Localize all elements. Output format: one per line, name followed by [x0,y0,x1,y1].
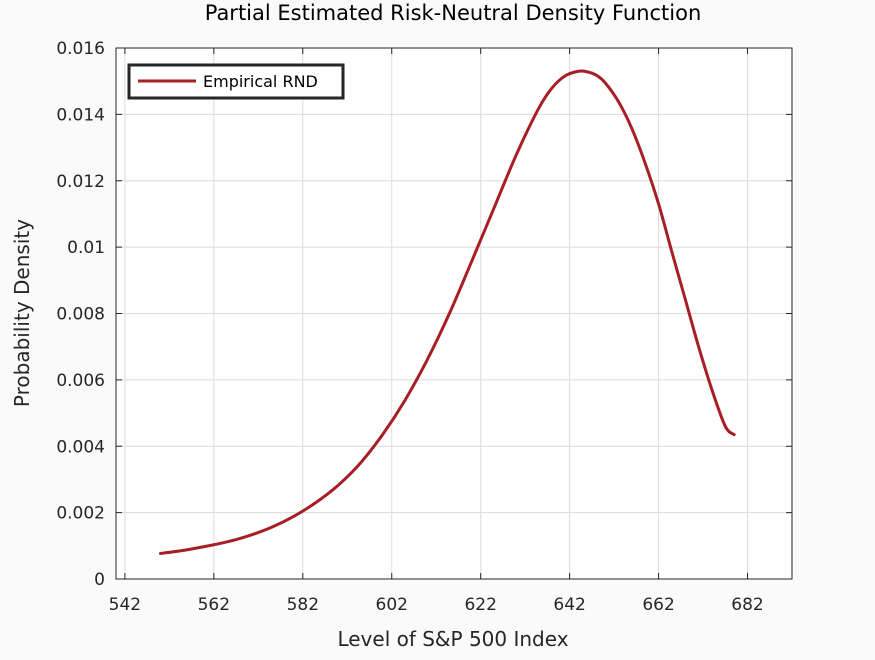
y-tick-label: 0 [94,570,105,590]
x-tick-label: 622 [464,595,496,615]
y-tick-label: 0.008 [56,305,105,325]
x-axis-label: Level of S&P 500 Index [337,627,568,651]
y-tick-label: 0.012 [56,172,105,192]
y-tick-label: 0.004 [56,437,105,457]
x-tick-label: 562 [198,595,230,615]
x-tick-label: 642 [553,595,585,615]
x-tick-labels: 542 562 582 602 622 642 662 682 [109,595,764,615]
series-line-empirical-rnd [158,69,736,555]
y-tick-label: 0.006 [56,371,105,391]
x-tick-label: 662 [642,595,674,615]
y-tick-label: 0.01 [67,238,105,258]
y-tick-label: 0.016 [56,39,105,59]
x-tick-label: 582 [287,595,319,615]
y-tick-labels: 0 0.002 0.004 0.006 0.008 0.01 0.012 0.014 0.016 [56,39,105,590]
x-tick-label: 602 [376,595,408,615]
plot-series [158,69,736,555]
x-tick-label: 542 [109,595,141,615]
y-tick-label: 0.014 [56,105,105,125]
legend: Empirical RND [127,63,345,100]
legend-label: Empirical RND [203,72,318,91]
chart-title: Partial Estimated Risk-Neutral Density F… [205,1,702,25]
x-tick-label: 682 [731,595,763,615]
axis-ticks [116,47,792,580]
y-axis-label: Probability Density [10,219,34,407]
y-tick-label: 0.002 [56,504,105,524]
